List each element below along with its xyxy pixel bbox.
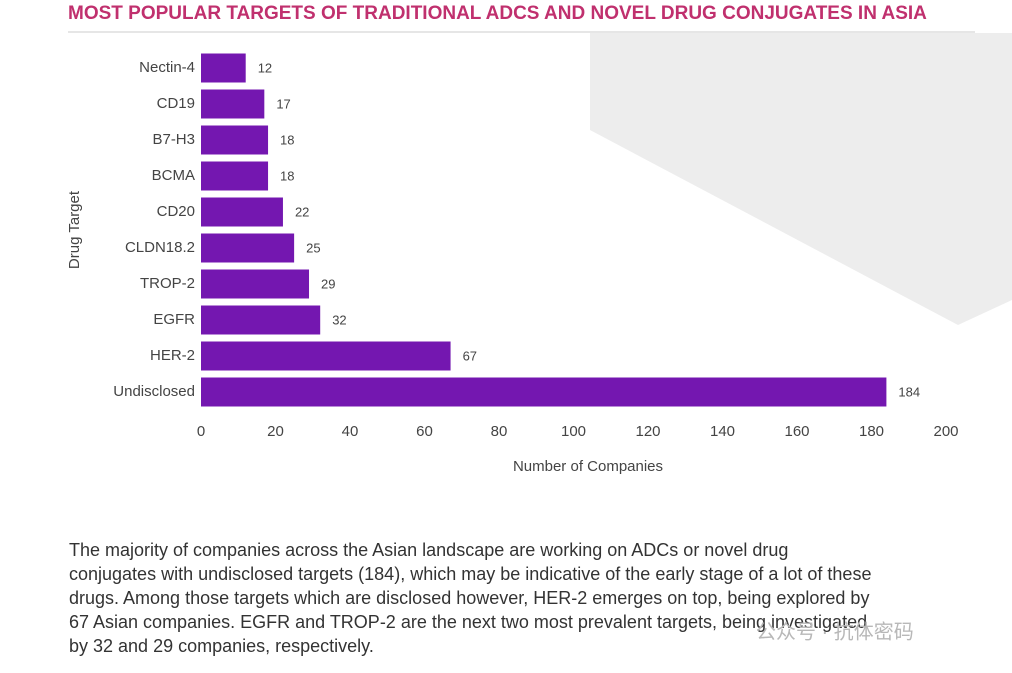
x-tick-label: 160 (784, 423, 809, 440)
value-label: 25 (306, 240, 320, 255)
y-tick-label: CLDN18.2 (125, 239, 195, 256)
paragraph-line: The majority of companies across the Asi… (69, 540, 788, 560)
bar (201, 89, 265, 119)
bar (201, 161, 269, 191)
paragraph-line: by 32 and 29 companies, respectively. (69, 636, 374, 656)
bar (201, 125, 269, 155)
bar (201, 305, 321, 335)
y-tick-label: CD20 (157, 203, 195, 220)
y-tick-label: BCMA (152, 167, 195, 184)
bar (201, 53, 246, 83)
y-tick-label: HER-2 (150, 347, 195, 364)
chart-title: MOST POPULAR TARGETS OF TRADITIONAL ADCS… (68, 3, 927, 24)
paragraph-line: conjugates with undisclosed targets (184… (69, 564, 871, 584)
value-label: 22 (295, 204, 309, 219)
bar (201, 233, 295, 263)
y-tick-label: CD19 (157, 95, 195, 112)
value-label: 67 (463, 348, 477, 363)
y-tick-label: EGFR (153, 311, 195, 328)
paragraph-line: 67 Asian companies. EGFR and TROP-2 are … (69, 612, 867, 632)
x-tick-label: 200 (933, 423, 958, 440)
value-label: 12 (258, 60, 272, 75)
value-label: 32 (332, 312, 346, 327)
y-tick-label: Undisclosed (113, 383, 195, 400)
x-tick-label: 180 (859, 423, 884, 440)
value-label: 184 (898, 384, 920, 399)
bar (201, 197, 283, 227)
value-label: 18 (280, 132, 294, 147)
y-tick-label: Nectin-4 (139, 59, 195, 76)
value-label: 29 (321, 276, 335, 291)
y-tick-label: TROP-2 (140, 275, 195, 292)
x-tick-label: 60 (416, 423, 433, 440)
y-tick-label: B7-H3 (152, 131, 195, 148)
decor-shape (590, 33, 1012, 325)
watermark: 公众号 · 抗体密码 (756, 620, 914, 643)
y-axis-label: Drug Target (66, 190, 83, 269)
paragraph-line: drugs. Among those targets which are dis… (69, 588, 869, 608)
x-tick-label: 0 (197, 423, 205, 440)
x-tick-label: 120 (635, 423, 660, 440)
x-tick-label: 80 (491, 423, 508, 440)
value-label: 18 (280, 168, 294, 183)
bar (201, 377, 887, 407)
bar (201, 341, 451, 371)
x-tick-label: 40 (342, 423, 359, 440)
x-tick-label: 20 (267, 423, 284, 440)
x-axis-label: Number of Companies (513, 458, 663, 475)
x-tick-label: 100 (561, 423, 586, 440)
bar (201, 269, 310, 299)
x-tick-label: 140 (710, 423, 735, 440)
value-label: 17 (276, 96, 290, 111)
